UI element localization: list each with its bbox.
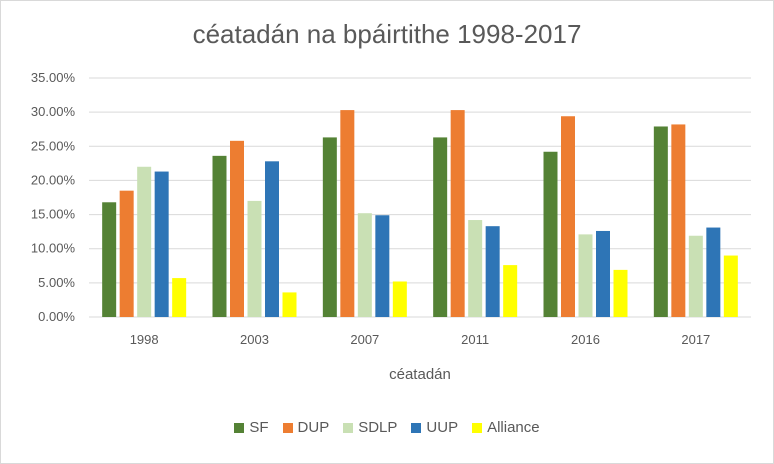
bar-alliance-2007 xyxy=(392,281,407,317)
bar-sf-2017 xyxy=(653,126,668,318)
bar-sf-2007 xyxy=(322,137,337,317)
chart-title: céatadán na bpáirtithe 1998-2017 xyxy=(192,19,582,49)
bar-sdlp-2007 xyxy=(357,213,372,317)
bar-dup-2016 xyxy=(561,116,575,318)
x-tick-label: 2016 xyxy=(571,332,600,347)
legend-swatch xyxy=(234,422,245,433)
y-tick-label: 30.00% xyxy=(31,104,76,119)
bar-uup-2016 xyxy=(596,230,610,317)
bar-dup-2017 xyxy=(671,124,686,317)
bar-sdlp-2003 xyxy=(247,200,262,317)
y-tick-label: 5.00% xyxy=(38,275,75,290)
bar-sf-1998 xyxy=(102,202,117,317)
legend-swatch xyxy=(282,422,293,433)
legend-item-sf: SF xyxy=(234,419,269,436)
legend-label: Alliance xyxy=(487,419,540,436)
x-tick-label: 2003 xyxy=(240,332,269,347)
y-tick-label: 10.00% xyxy=(31,241,76,256)
y-tick-label: 0.00% xyxy=(38,309,75,324)
bar-uup-2017 xyxy=(706,227,721,317)
y-tick-label: 25.00% xyxy=(31,138,76,153)
bar-sdlp-2011 xyxy=(468,220,483,317)
x-axis-label: céatadán xyxy=(389,366,451,383)
x-tick-label: 2011 xyxy=(461,332,489,347)
bar-dup-2007 xyxy=(340,110,355,317)
legend-swatch xyxy=(472,422,483,433)
bar-alliance-2016 xyxy=(613,269,628,317)
bar-dup-2011 xyxy=(450,110,465,317)
legend-label: SF xyxy=(249,419,269,436)
y-tick-label: 20.00% xyxy=(31,172,76,187)
bar-sdlp-1998 xyxy=(137,166,152,317)
y-tick-label: 15.00% xyxy=(31,207,76,222)
bar-alliance-2017 xyxy=(723,255,738,317)
bar-alliance-2011 xyxy=(503,265,518,317)
x-tick-label: 1998 xyxy=(130,332,159,347)
bar-dup-2003 xyxy=(230,140,244,317)
bar-sdlp-2017 xyxy=(688,235,703,317)
legend-label: SDLP xyxy=(358,419,398,436)
bar-uup-2003 xyxy=(265,161,279,317)
legend-item-sdlp: SDLP xyxy=(343,419,397,436)
legend-item-dup: DUP xyxy=(282,419,330,436)
bar-sf-2011 xyxy=(433,137,448,317)
bar-uup-2007 xyxy=(375,215,390,317)
legend-item-uup: UUP xyxy=(411,419,458,436)
legend-label: DUP xyxy=(297,419,330,436)
bar-sf-2016 xyxy=(543,151,558,317)
legend-swatch xyxy=(343,422,354,433)
bar-sf-2003 xyxy=(212,155,227,317)
bar-alliance-2003 xyxy=(282,292,297,317)
x-tick-label: 2017 xyxy=(681,332,710,347)
bar-uup-1998 xyxy=(154,171,169,317)
y-tick-label: 35.00% xyxy=(31,70,76,85)
bar-sdlp-2016 xyxy=(578,234,593,317)
bar-alliance-1998 xyxy=(172,278,187,317)
legend-swatch xyxy=(411,422,422,433)
bar-dup-1998 xyxy=(119,190,134,317)
x-tick-label: 2007 xyxy=(350,332,379,347)
legend-item-alliance: Alliance xyxy=(472,419,540,436)
bar-uup-2011 xyxy=(485,226,500,317)
legend: SF DUP SDLP UUP Alliance xyxy=(1,419,773,436)
legend-label: UUP xyxy=(426,419,459,436)
